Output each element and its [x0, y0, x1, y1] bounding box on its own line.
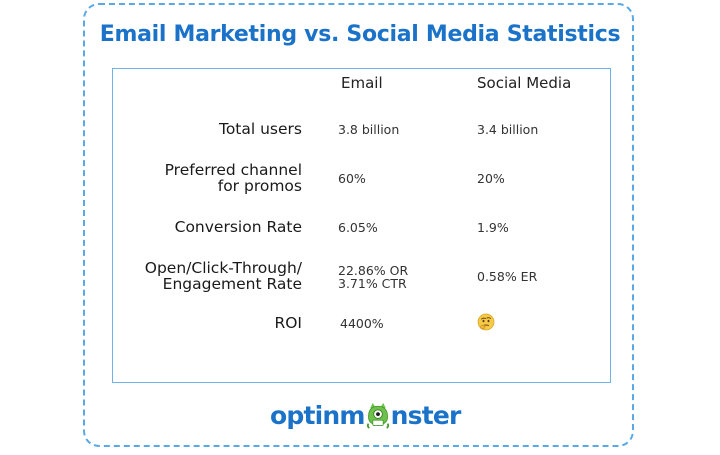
cell-line: 1.9%	[477, 220, 509, 235]
row-label-line: Conversion Rate	[174, 218, 302, 236]
column-header-email: Email	[341, 74, 383, 92]
row-label-line: Engagement Rate	[162, 275, 302, 293]
cell-line: 0.58% ER	[477, 269, 538, 284]
cell-social-conversion-rate: 1.9%	[477, 221, 509, 234]
row-label-line: ROI	[274, 314, 302, 332]
row-label-line: Open/Click-Through/	[144, 259, 302, 277]
cell-email-engagement-rate: 22.86% OR 3.71% CTR	[338, 264, 408, 290]
logo-text-start: optinm	[270, 400, 365, 430]
logo-text-end: nster	[390, 400, 462, 430]
cell-email-preferred-channel: 60%	[338, 172, 366, 185]
row-label-roi: ROI	[274, 315, 302, 331]
cell-line: 3.8 billion	[338, 122, 400, 137]
row-label-conversion-rate: Conversion Rate	[175, 219, 302, 235]
cell-email-conversion-rate: 6.05%	[338, 221, 378, 234]
cell-social-engagement-rate: 0.58% ER	[477, 270, 537, 283]
cell-line: 22.86% OR	[338, 263, 409, 278]
page-title: Email Marketing vs. Social Media Statist…	[99, 22, 621, 47]
row-label-line: Total users	[218, 120, 302, 138]
cell-line: 3.4 billion	[477, 122, 539, 137]
cell-social-preferred-channel: 20%	[477, 172, 505, 185]
cell-email-total-users: 3.8 billion	[338, 123, 399, 136]
monster-mascot-icon	[366, 402, 389, 429]
row-label-total-users: Total users	[219, 121, 302, 137]
row-label-line: Preferred channel	[164, 161, 302, 179]
cell-line: 3.71% CTR	[338, 276, 407, 291]
optinmonster-logo: optinm nster	[270, 400, 461, 430]
cell-line: 6.05%	[338, 220, 378, 235]
comparison-table	[112, 68, 611, 383]
cell-line: 20%	[477, 171, 505, 186]
row-label-preferred-channel: Preferred channel for promos	[165, 162, 302, 194]
card-frame	[83, 3, 634, 447]
row-label-engagement-rate: Open/Click-Through/ Engagement Rate	[145, 260, 302, 292]
cell-line: 4400%	[340, 316, 384, 331]
cell-email-roi: 4400%	[340, 317, 384, 330]
column-header-social-media: Social Media	[477, 74, 572, 92]
cell-social-total-users: 3.4 billion	[477, 123, 538, 136]
cell-line: 60%	[338, 171, 366, 186]
thinking-face-icon	[477, 313, 495, 331]
row-label-line: for promos	[217, 177, 302, 195]
